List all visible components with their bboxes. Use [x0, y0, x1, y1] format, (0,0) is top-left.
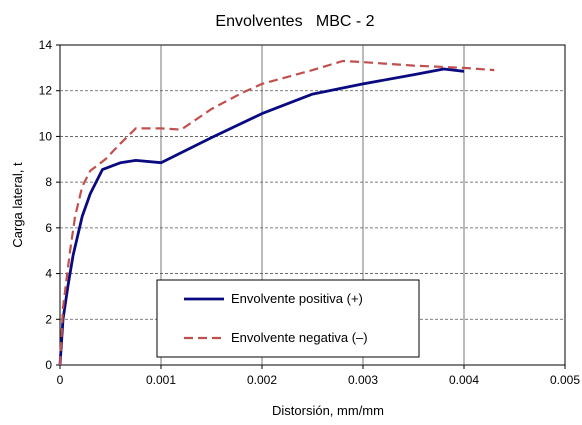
legend-label-negativa: Envolvente negativa (–)	[231, 330, 368, 345]
x-tick-label: 0.005	[550, 373, 580, 387]
legend-label-positiva: Envolvente positiva (+)	[231, 291, 363, 306]
y-axis-label: Carga lateral, t	[10, 162, 25, 248]
y-tick-label: 2	[45, 312, 52, 326]
y-tick-label: 6	[45, 221, 52, 235]
series-layer	[58, 59, 495, 366]
series-line-negativa	[58, 59, 495, 366]
legend: Envolvente positiva (+) Envolvente negat…	[156, 279, 420, 358]
chart-title: Envolventes MBC - 2	[215, 13, 374, 30]
x-tick-label: 0.003	[348, 373, 378, 387]
y-tick-label: 14	[39, 38, 53, 52]
series-line-positiva	[58, 67, 465, 366]
y-tick-label: 0	[45, 358, 52, 372]
y-tick-label: 4	[45, 267, 52, 281]
x-tick-label: 0	[57, 373, 64, 387]
tick-labels: 0 2 4 6 8 10 12 14 0 0.001 0.002 0.003 0.004 0.005	[39, 38, 581, 387]
x-tick-label: 0.004	[449, 373, 479, 387]
x-tick-label: 0.001	[146, 373, 176, 387]
legend-box	[156, 279, 420, 358]
x-axis-label: Distorsión, mm/mm	[272, 403, 384, 418]
y-tick-label: 12	[39, 84, 53, 98]
y-tick-label: 10	[39, 129, 53, 143]
x-tick-label: 0.002	[247, 373, 277, 387]
y-tick-label: 8	[45, 175, 52, 189]
